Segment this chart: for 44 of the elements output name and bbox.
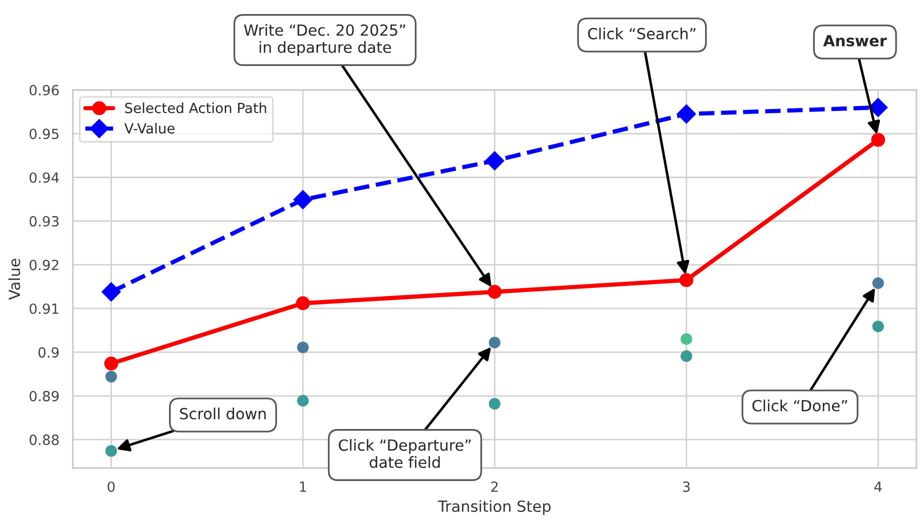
annotation: Scroll down: [180, 408, 266, 420]
annotation: Click “Departure” date field: [338, 439, 471, 468]
x-tick-label: 1: [300, 482, 306, 492]
y-tick-label: 0.91: [30, 303, 58, 314]
point: [102, 282, 121, 302]
annotation: Click “Search”: [588, 28, 696, 40]
y-tick-label: 0.89: [30, 390, 59, 402]
y-tick-label: 0.92: [30, 260, 58, 270]
point: [680, 333, 692, 345]
point: [868, 98, 888, 117]
y-tick-label: 0.94: [30, 172, 59, 183]
y-tick-label: 0.93: [30, 216, 59, 227]
x-tick-label: 0: [108, 481, 115, 492]
x-tick-label: 4: [874, 482, 882, 492]
y-tick-label: 0.9: [38, 347, 59, 358]
point: [296, 296, 310, 310]
point: [872, 277, 884, 289]
point: [105, 370, 117, 382]
annotation: Write “Dec. 20 2025” in departure date: [244, 24, 406, 56]
y-axis-title: Value: [8, 258, 20, 300]
point: [872, 320, 884, 332]
x-tick-label: 3: [683, 481, 690, 492]
point: [105, 445, 117, 457]
annotation: Click “Done”: [752, 400, 848, 412]
point: [488, 284, 502, 299]
point: [680, 350, 692, 362]
x-axis-title: Transition Step: [438, 500, 551, 515]
point: [297, 394, 309, 407]
y-tick-label: 0.96: [30, 84, 59, 96]
x-tick-label: 2: [491, 481, 498, 492]
point: [104, 356, 118, 370]
point: [297, 342, 309, 354]
point: [293, 190, 312, 210]
point: [488, 336, 500, 348]
legend-label: V-Value: [124, 122, 175, 134]
point: [871, 132, 886, 147]
y-tick-label: 0.88: [30, 434, 59, 446]
annotation: Answer: [823, 35, 887, 46]
point: [485, 151, 504, 170]
point: [676, 104, 696, 124]
point: [488, 398, 500, 410]
point: [679, 273, 694, 288]
y-tick-label: 0.95: [30, 128, 58, 140]
legend-label: Selected Action Path: [125, 102, 266, 114]
